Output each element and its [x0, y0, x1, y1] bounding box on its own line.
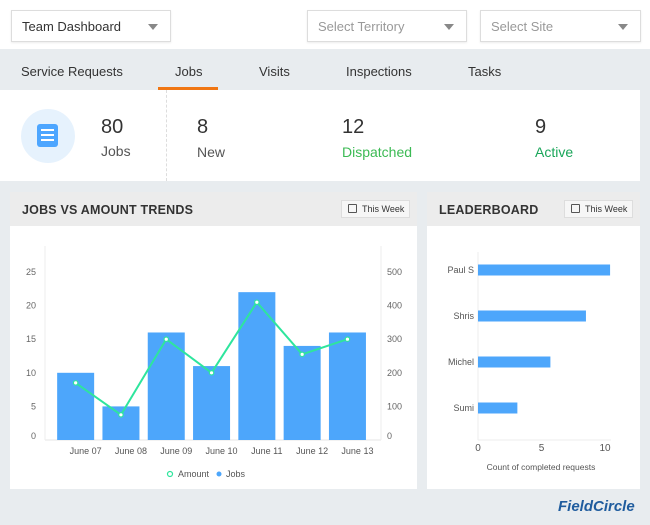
legend-jobs-label: Jobs — [226, 469, 246, 479]
trends-panel: JOBS VS AMOUNT TRENDS This Week 0 5 10 15 20… — [10, 192, 417, 489]
divider — [166, 90, 167, 181]
x-tick-label: June 12 — [296, 446, 328, 456]
stats-card: 80 Jobs 8 New 12 Dispatched 9 Active — [0, 90, 640, 181]
tab-bar: Service Requests Jobs Visits Inspections… — [0, 50, 650, 90]
legend-amount-marker — [166, 470, 174, 478]
y-tick-label: 20 — [26, 301, 36, 311]
y-tick-label: Paul S — [447, 265, 474, 275]
y-tick-label: 5 — [31, 401, 36, 411]
total-jobs-value: 80 — [101, 116, 124, 138]
point-amount — [118, 412, 124, 418]
x-axis-title: Count of completed requests — [487, 462, 596, 472]
tab-tasks[interactable]: Tasks — [468, 64, 502, 79]
active-label: Active — [535, 144, 574, 160]
y-tick-label: 15 — [26, 334, 36, 344]
x-tick-label: 10 — [599, 443, 611, 454]
x-tick-label: June 09 — [160, 446, 192, 456]
y-right-tick-label: 0 — [387, 431, 392, 441]
leaderboard-panel: LEADERBOARD This Week Paul S Shris Michel S… — [427, 192, 640, 489]
x-tick-label: June 07 — [70, 446, 102, 456]
territory-select[interactable]: Select Territory — [307, 10, 467, 42]
bar-jobs — [147, 332, 185, 440]
chevron-down-icon — [444, 24, 454, 30]
trends-chart: 0 5 10 15 20 25 0 100 200 300 400 500 June 07 June 08… — [26, 246, 402, 479]
tab-visits[interactable]: Visits — [259, 64, 290, 79]
fieldcircle-logo: FieldCircle — [558, 498, 635, 515]
new-label: New — [197, 144, 226, 160]
x-tick-label: June 08 — [115, 446, 147, 456]
legend-amount-label: Amount — [178, 469, 210, 479]
new-value: 8 — [197, 116, 209, 138]
y-right-tick-label: 100 — [387, 401, 402, 411]
dispatched-label: Dispatched — [342, 144, 413, 160]
x-tick-label: June 13 — [341, 446, 373, 456]
leaderboard-bar — [478, 264, 611, 276]
leaderboard-bar — [478, 356, 551, 368]
point-amount — [254, 299, 260, 306]
y-tick-label: Sumi — [453, 403, 474, 413]
y-tick-label: 25 — [26, 267, 36, 277]
bar-jobs — [238, 292, 276, 440]
point-amount — [344, 336, 351, 343]
site-select[interactable]: Select Site — [480, 10, 641, 42]
point-amount — [299, 351, 305, 358]
dashboard-select[interactable]: Team Dashboard — [11, 10, 171, 42]
point-amount — [72, 380, 79, 386]
active-value: 9 — [535, 116, 547, 138]
bar-jobs — [193, 366, 231, 440]
x-tick-label: June 11 — [251, 446, 282, 456]
y-right-tick-label: 300 — [387, 334, 402, 344]
leaderboard-range-button[interactable]: This Week — [564, 200, 634, 218]
chevron-down-icon — [148, 24, 158, 30]
bar-jobs — [102, 406, 140, 440]
trends-range-button[interactable]: This Week — [341, 200, 411, 218]
leaderboard-bar — [478, 310, 586, 322]
tab-jobs[interactable]: Jobs — [157, 64, 220, 90]
leaderboard-bar — [478, 402, 518, 414]
chevron-down-icon — [618, 24, 628, 30]
y-tick-label: Shris — [453, 311, 474, 321]
x-tick-label: 0 — [475, 443, 481, 454]
dashboard-select-value: Team Dashboard — [22, 19, 121, 34]
tab-inspections[interactable]: Inspections — [346, 64, 412, 79]
leaderboard-header: LEADERBOARD This Week — [427, 192, 640, 226]
top-bar: Team Dashboard Select Territory Select S… — [0, 0, 650, 49]
y-right-tick-label: 400 — [387, 301, 402, 311]
legend-jobs-marker — [216, 471, 222, 477]
x-tick-label: June 10 — [206, 446, 238, 456]
total-jobs-label: Jobs — [101, 143, 131, 159]
leaderboard-range-label: This Week — [585, 204, 628, 214]
x-tick-label: 5 — [539, 443, 545, 454]
list-icon — [37, 124, 58, 147]
trends-range-label: This Week — [362, 204, 405, 214]
calendar-icon — [571, 204, 580, 213]
trends-header: JOBS VS AMOUNT TRENDS This Week — [10, 192, 417, 226]
calendar-icon — [348, 204, 357, 213]
y-right-tick-label: 500 — [387, 267, 402, 277]
tab-service-requests[interactable]: Service Requests — [21, 64, 123, 79]
trends-title: JOBS VS AMOUNT TRENDS — [22, 203, 194, 217]
leaderboard-title: LEADERBOARD — [439, 203, 539, 217]
jobs-icon-circle — [21, 109, 75, 163]
y-tick-label: 0 — [31, 431, 36, 441]
bar-jobs — [283, 345, 321, 440]
territory-placeholder: Select Territory — [318, 19, 405, 34]
point-amount — [208, 370, 215, 376]
point-amount — [163, 336, 170, 343]
y-tick-label: Michel — [448, 357, 474, 367]
site-placeholder: Select Site — [491, 19, 554, 34]
dispatched-value: 12 — [342, 116, 365, 138]
bar-jobs — [328, 332, 366, 440]
y-right-tick-label: 200 — [387, 368, 402, 378]
y-tick-label: 10 — [26, 368, 36, 378]
